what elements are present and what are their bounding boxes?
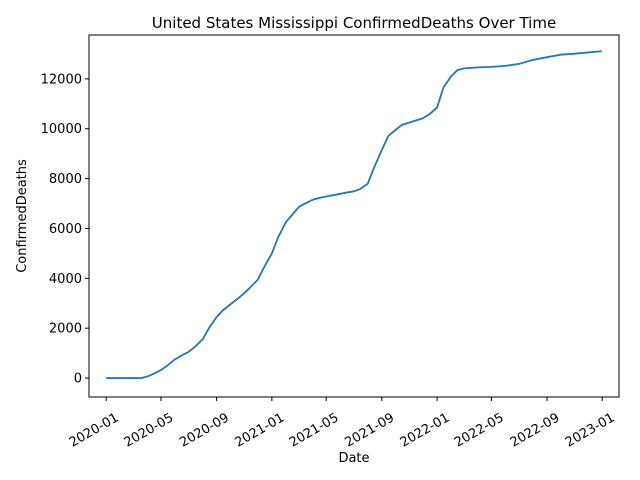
plot-frame: [88, 34, 620, 398]
x-tick-label: 2022-09: [508, 410, 563, 450]
series-line: [106, 50, 602, 379]
x-tick-label: 2020-01: [67, 410, 122, 450]
x-axis: 2020-01 2020-05 2020-09 2021-01 2021-05 2021-…: [67, 397, 618, 451]
x-tick-label: 2021-05: [287, 410, 342, 450]
y-axis-label: ConfirmedDeaths: [15, 159, 30, 273]
x-axis-label: Date: [338, 451, 369, 466]
y-tick-label: 12000: [41, 72, 82, 87]
x-tick-label: 2020-09: [177, 410, 232, 450]
x-tick-label: 2020-05: [122, 410, 177, 450]
x-tick-label: 2023-01: [563, 410, 618, 450]
chart-title: United States Mississippi ConfirmedDeath…: [152, 14, 556, 32]
y-tick-label: 6000: [49, 222, 82, 237]
x-tick-label: 2021-09: [342, 410, 397, 450]
plot-area: 2020-01 2020-05 2020-09 2021-01 2021-05 2021-…: [41, 34, 620, 451]
x-tick-label: 2021-01: [233, 410, 288, 450]
y-tick-label: 0: [74, 372, 82, 387]
y-tick-label: 2000: [49, 322, 82, 337]
y-axis: 0 2000 4000 6000 8000 10000 12000: [41, 72, 89, 387]
x-tick-label: 2022-01: [398, 410, 453, 450]
x-tick-label: 2022-05: [452, 410, 507, 450]
y-tick-label: 10000: [41, 122, 82, 137]
y-tick-label: 8000: [49, 172, 82, 187]
y-tick-label: 4000: [49, 272, 82, 287]
